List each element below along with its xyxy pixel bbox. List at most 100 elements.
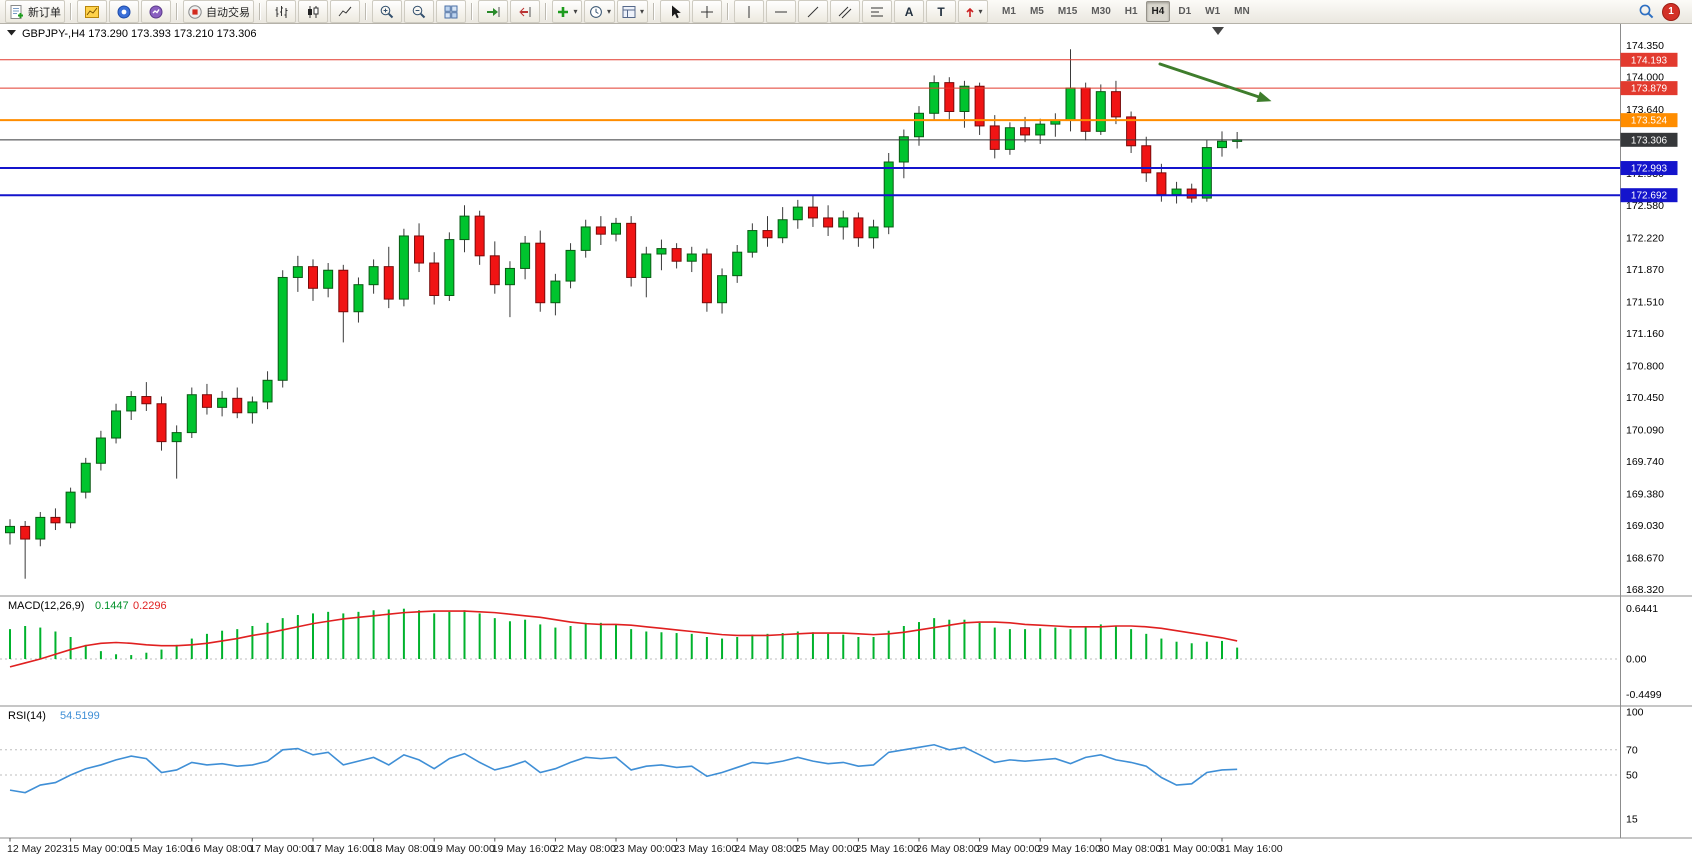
price-badge <box>1620 52 1678 67</box>
candle-up <box>914 112 924 138</box>
candle-up <box>656 248 667 255</box>
toolbar-separator <box>545 3 547 20</box>
timeframe-h4[interactable]: H4 <box>1145 1 1171 22</box>
toolbar-separator <box>365 3 367 20</box>
candle-down <box>944 82 955 112</box>
search-icon[interactable] <box>1638 3 1655 20</box>
bars-chart-button[interactable] <box>266 0 296 23</box>
profiles-button[interactable] <box>109 0 139 23</box>
price-scale-label: 174.350 <box>1626 40 1664 52</box>
price-scale-label: 171.510 <box>1626 296 1664 308</box>
timeframe-mn[interactable]: MN <box>1234 6 1250 17</box>
vertical-line-icon <box>748 5 750 18</box>
new-chart-button[interactable] <box>77 0 107 23</box>
new-order-icon <box>10 4 23 19</box>
fibonacci-button[interactable] <box>862 0 893 23</box>
rsi-scale-label: 100 <box>1626 707 1644 719</box>
text-label-button[interactable]: T <box>926 0 957 23</box>
rsi-line <box>9 743 1238 794</box>
candle-up <box>959 85 970 112</box>
arrow-annotation[interactable] <box>1158 62 1264 100</box>
arrow-annotation-head[interactable] <box>1256 91 1272 102</box>
timeframe-h1[interactable]: H1 <box>1124 6 1138 17</box>
timeframe-m15[interactable]: M15 <box>1057 6 1078 17</box>
candle-up <box>1171 188 1182 195</box>
indicators-button[interactable]: ▾ <box>552 0 582 23</box>
arrows-button[interactable]: ▾ <box>958 0 989 23</box>
chevron-down-icon: ▾ <box>978 6 983 16</box>
time-axis-label: 30 May 08:00 <box>1098 843 1162 855</box>
candle-up <box>111 410 122 439</box>
price-badge-label: 173.524 <box>1631 116 1668 127</box>
chart-shift-marker[interactable] <box>1212 27 1224 35</box>
candle-down <box>1126 116 1137 147</box>
candle-up <box>580 226 591 251</box>
toolbar-separator <box>70 3 72 20</box>
channel-button[interactable] <box>830 0 861 23</box>
time-axis-label: 18 May 08:00 <box>371 843 435 855</box>
time-axis-label: 25 May 00:00 <box>795 843 859 855</box>
candle-down <box>823 217 834 228</box>
toolbar-separator <box>653 3 656 20</box>
notification-badge[interactable]: 1 <box>1662 2 1680 21</box>
tile-windows-button[interactable] <box>436 0 466 23</box>
timeframe-m5[interactable]: M5 <box>1029 6 1044 17</box>
vertical-line-button[interactable] <box>734 0 765 23</box>
price-badge <box>1620 132 1678 147</box>
candle-down <box>626 222 637 278</box>
timeframe-m1[interactable]: M1 <box>1002 6 1016 17</box>
chart-shift-button[interactable] <box>510 0 540 23</box>
candlestick-chart-button[interactable] <box>298 0 328 23</box>
timeframe-m30[interactable]: M30 <box>1091 6 1111 17</box>
fibonacci-icon <box>871 7 884 16</box>
trendline-button[interactable] <box>798 0 829 23</box>
macd-main-value: 0.1447 <box>95 600 129 612</box>
candle-down <box>232 397 243 414</box>
candle-down <box>20 525 31 540</box>
chart-area[interactable]: 174.350174.000173.640173.290172.930172.5… <box>0 24 1692 865</box>
time-axis-label: 29 May 16:00 <box>1037 843 1101 855</box>
candle-up <box>323 269 334 289</box>
text-button[interactable]: A <box>894 0 925 23</box>
timeframe-d1[interactable]: D1 <box>1178 6 1192 17</box>
chevron-down-icon: ▾ <box>573 6 578 16</box>
price-scale-label: 170.090 <box>1626 424 1664 436</box>
candle-up <box>65 491 76 524</box>
macd-scale-label: 0.6441 <box>1626 603 1658 615</box>
candle-up <box>550 280 561 304</box>
zoom-in-button[interactable] <box>372 0 402 23</box>
candlestick-icon <box>308 5 319 18</box>
chart-title: GBPJPY-,H4 173.290 173.393 173.210 173.3… <box>22 28 256 40</box>
chevron-down-icon: ▾ <box>607 6 612 16</box>
cursor-button[interactable] <box>660 0 691 23</box>
price-badge <box>1620 161 1678 176</box>
candle-up <box>520 242 531 269</box>
crosshair-button[interactable] <box>692 0 723 23</box>
text-icon: A <box>904 4 914 19</box>
candle-up <box>717 275 728 304</box>
candle-down <box>141 396 152 405</box>
toolbar-right: 1 <box>1638 2 1688 21</box>
new-chart-icon <box>85 5 99 18</box>
market-watch-button[interactable] <box>141 0 171 23</box>
zoom-out-button[interactable] <box>404 0 434 23</box>
new-order-button[interactable]: 新订单 <box>5 0 65 23</box>
timeframe-w1[interactable]: W1 <box>1205 6 1221 17</box>
time-axis-label: 23 May 00:00 <box>613 843 677 855</box>
candle-up <box>444 239 455 297</box>
horizontal-line-button[interactable] <box>766 0 797 23</box>
candle-down <box>853 217 864 239</box>
one-click-trading-toggle[interactable] <box>7 30 16 36</box>
chart-background[interactable] <box>0 24 1692 865</box>
autotrading-button[interactable]: 自动交易 <box>183 0 254 23</box>
price-badge-label: 173.306 <box>1631 135 1668 146</box>
auto-scroll-button[interactable] <box>478 0 508 23</box>
time-axis-label: 29 May 00:00 <box>977 843 1041 855</box>
candle-down <box>1110 91 1121 118</box>
periods-button[interactable]: ▾ <box>584 0 616 23</box>
horizontal-line-icon <box>775 11 788 12</box>
candle-down <box>535 242 546 304</box>
candle-up <box>247 401 258 414</box>
line-chart-button[interactable] <box>330 0 360 23</box>
templates-button[interactable]: ▾ <box>617 0 649 23</box>
